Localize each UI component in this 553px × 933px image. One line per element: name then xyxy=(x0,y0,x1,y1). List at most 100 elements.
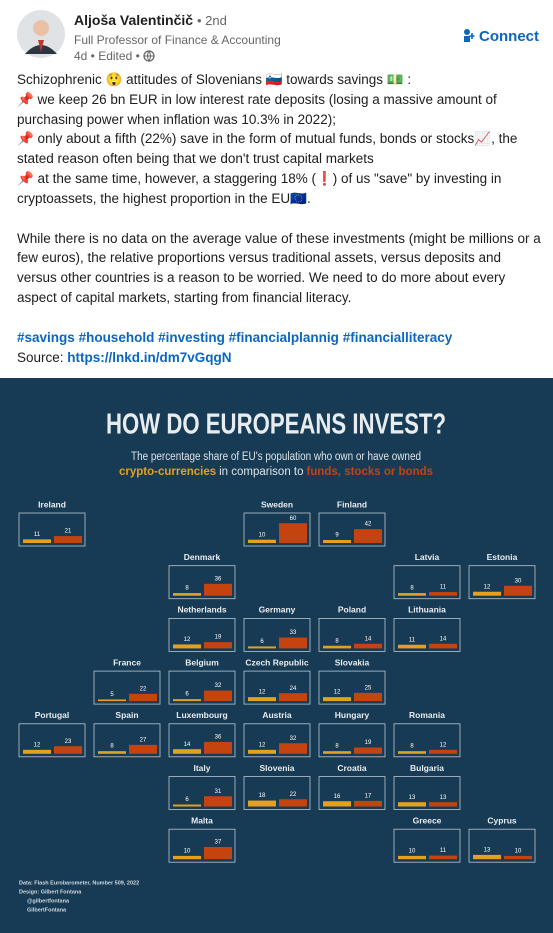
footer-text: @gilbertfontana xyxy=(27,898,70,904)
value-label: 22 xyxy=(140,686,147,692)
value-label: 21 xyxy=(65,529,72,535)
hashtag[interactable]: #household xyxy=(78,329,155,345)
hashtag[interactable]: #savings xyxy=(17,329,75,345)
legend-entry: funds, stocks or bonds xyxy=(307,466,434,478)
tile-label: Luxembourg xyxy=(176,710,227,720)
tile-label: Portugal xyxy=(35,710,69,720)
bar xyxy=(429,643,457,649)
bar xyxy=(248,697,276,702)
value-label: 36 xyxy=(215,576,222,582)
tile-label: France xyxy=(113,657,141,667)
author[interactable]: Aljoša Valentinčič • 2nd xyxy=(74,12,227,28)
value-label: 22 xyxy=(290,792,297,798)
bar xyxy=(173,749,201,754)
value-label: 10 xyxy=(259,532,266,538)
source: Source: https://lnkd.in/dm7vGqgN xyxy=(17,348,542,368)
tile-label: Austria xyxy=(262,710,292,720)
tile-box xyxy=(168,670,236,705)
value-label: 60 xyxy=(290,516,297,522)
value-label: 36 xyxy=(215,734,222,740)
tile-label: Slovenia xyxy=(260,763,295,773)
tile-label: Finland xyxy=(337,499,367,509)
bar xyxy=(279,523,307,543)
value-label: 12 xyxy=(259,690,266,696)
tile-label: Greece xyxy=(413,815,442,825)
subtitle-connector: in comparison to xyxy=(219,466,303,478)
bar xyxy=(323,801,351,807)
footer-text: GilbertFontana xyxy=(27,907,67,913)
tile-box xyxy=(243,723,311,758)
tile-label: Romania xyxy=(409,710,445,720)
tile-label: Denmark xyxy=(184,552,221,562)
bar xyxy=(204,741,232,754)
bar xyxy=(173,593,201,596)
bar xyxy=(23,749,51,754)
bar xyxy=(279,693,307,702)
value-label: 6 xyxy=(185,797,189,803)
bar xyxy=(248,539,276,543)
value-label: 10 xyxy=(515,848,522,854)
bar xyxy=(279,799,307,807)
bar xyxy=(323,697,351,702)
value-label: 19 xyxy=(365,740,372,746)
meta-text: 4d • Edited • xyxy=(74,49,140,63)
source-label: Source: xyxy=(17,349,64,365)
value-label: 42 xyxy=(365,522,372,528)
tile-box xyxy=(168,565,236,600)
tile-label: Malta xyxy=(191,815,213,825)
avatar[interactable] xyxy=(17,10,65,58)
tile-box xyxy=(243,776,311,810)
source-link[interactable]: https://lnkd.in/dm7vGqgN xyxy=(67,349,232,365)
value-label: 13 xyxy=(484,847,491,853)
bar xyxy=(248,800,276,807)
value-label: 9 xyxy=(335,533,339,539)
tile-box xyxy=(168,776,236,810)
hashtag[interactable]: #financialliteracy xyxy=(342,329,453,345)
value-label: 8 xyxy=(335,638,339,644)
tile-box xyxy=(18,723,86,758)
meta: 4d • Edited • xyxy=(74,49,155,63)
post-line: 📌 we keep 26 bn EUR in low interest rate… xyxy=(17,91,497,127)
bar xyxy=(129,744,157,754)
value-label: 11 xyxy=(34,532,41,538)
tile-label: Cyprus xyxy=(487,815,517,825)
hashtag[interactable]: #financialplannig xyxy=(228,329,339,345)
connect-button[interactable]: Connect xyxy=(463,28,539,45)
value-label: 10 xyxy=(409,848,416,854)
chart-subtitle-legend: crypto-currencies in comparison to funds, … xyxy=(119,466,433,478)
spacer xyxy=(17,308,542,328)
value-label: 23 xyxy=(65,739,72,745)
tile-label: Netherlands xyxy=(177,605,226,615)
value-label: 27 xyxy=(140,737,147,743)
tile-box xyxy=(168,723,236,758)
tile-box xyxy=(168,617,236,652)
tile-label: Estonia xyxy=(487,552,518,562)
bar xyxy=(354,747,382,754)
value-label: 6 xyxy=(260,639,264,645)
value-label: 37 xyxy=(215,840,222,846)
value-label: 11 xyxy=(440,585,447,591)
tile-box xyxy=(393,828,461,863)
value-label: 6 xyxy=(185,692,189,698)
bar xyxy=(429,749,457,754)
tile-box xyxy=(393,723,461,758)
value-label: 13 xyxy=(440,795,447,801)
tile-label: Czech Republic xyxy=(245,657,309,667)
tile-box xyxy=(243,670,311,705)
bar xyxy=(323,540,351,543)
hashtag[interactable]: #investing xyxy=(158,329,225,345)
value-label: 32 xyxy=(215,683,222,689)
tile-label: Sweden xyxy=(261,499,293,509)
author-name[interactable]: Aljoša Valentinčič xyxy=(74,12,194,28)
bar xyxy=(248,749,276,754)
legend-entry: crypto-currencies xyxy=(119,466,216,478)
bar xyxy=(204,690,232,702)
bar xyxy=(354,643,382,649)
connect-label[interactable]: Connect xyxy=(479,28,539,45)
infographic: HOW DO EUROPEANS INVEST? The percentage … xyxy=(0,378,553,933)
value-label: 18 xyxy=(259,793,266,799)
bar xyxy=(98,751,126,754)
bar xyxy=(473,854,501,860)
value-label: 32 xyxy=(290,736,297,742)
